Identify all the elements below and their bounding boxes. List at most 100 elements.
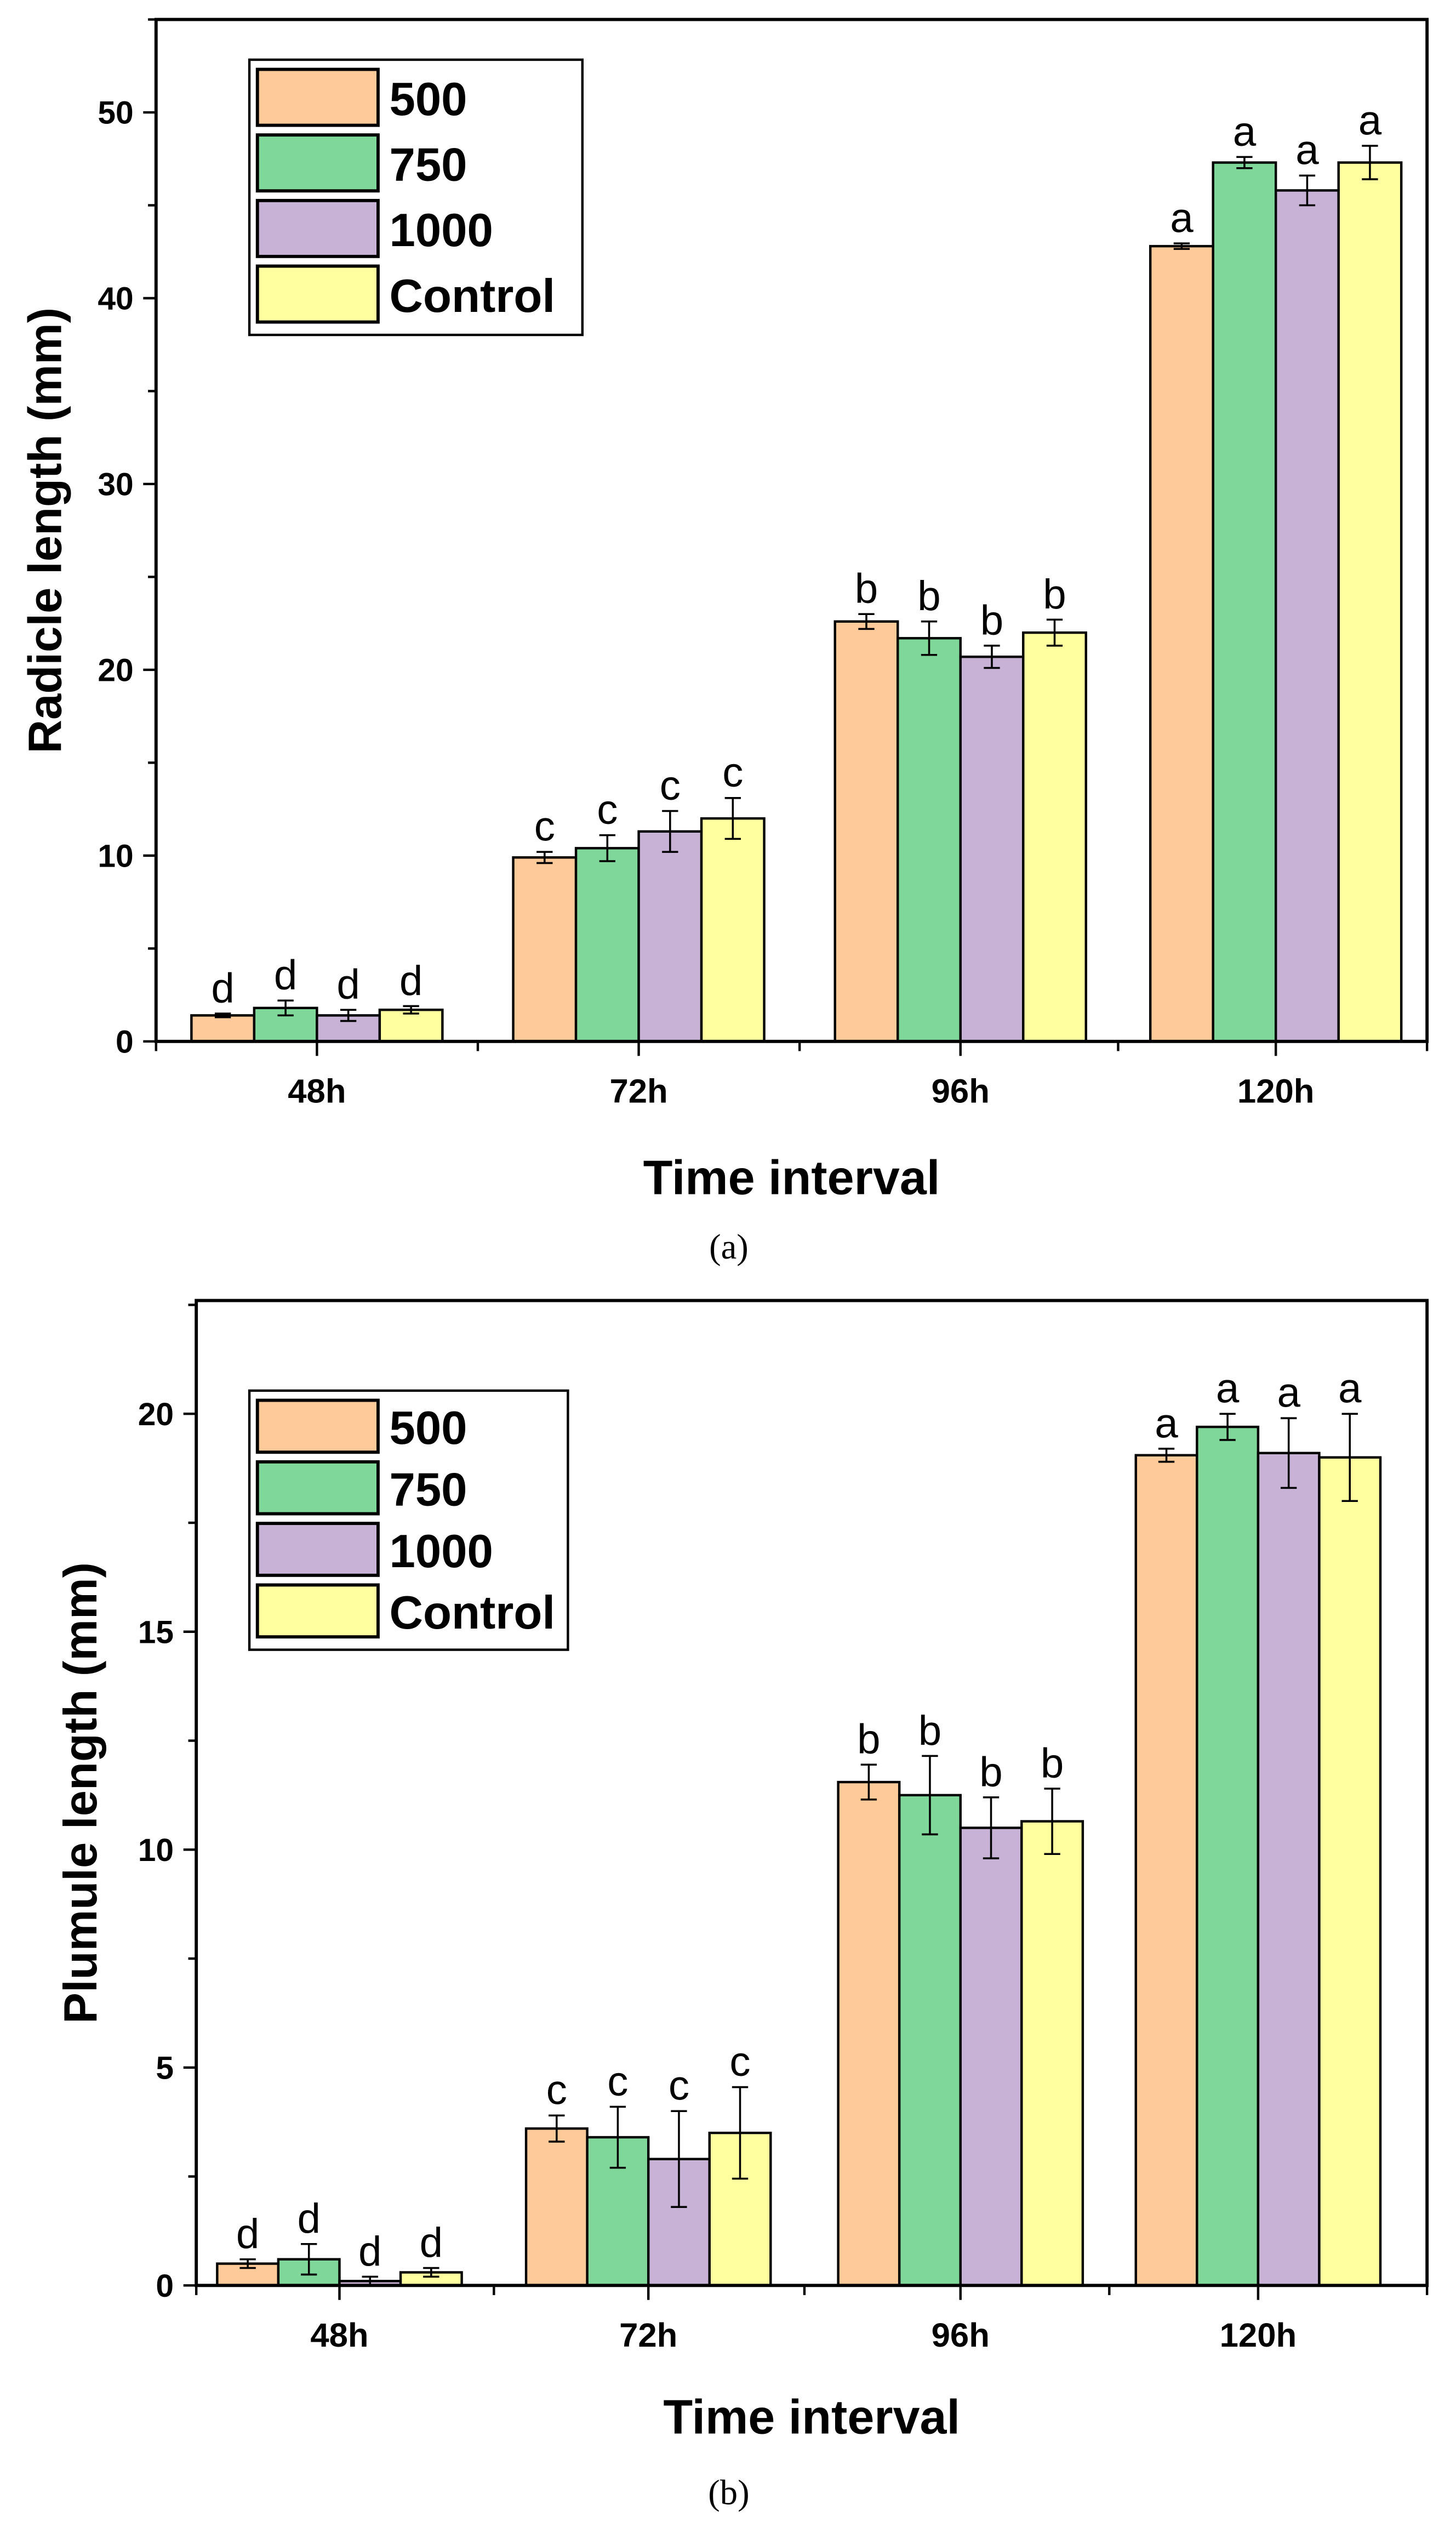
bar-Control-96h bbox=[1022, 631, 1087, 1043]
y-tick-label: 20 bbox=[98, 652, 133, 688]
significance-letter: b bbox=[1041, 1740, 1064, 1786]
y-tick-label: 30 bbox=[98, 467, 133, 503]
bar-500-96h bbox=[837, 1780, 901, 2287]
x-tick-label: 96h bbox=[932, 1072, 990, 1110]
legend: 500 750 1000 Control bbox=[248, 1389, 569, 1651]
significance-letter: b bbox=[980, 597, 1003, 644]
y-tick-label: 0 bbox=[156, 2268, 174, 2304]
error-bar bbox=[423, 2267, 439, 2278]
bar-1000-96h bbox=[959, 655, 1025, 1043]
x-tick-label: 72h bbox=[619, 2317, 677, 2354]
legend-swatch-750 bbox=[255, 1460, 380, 1516]
bar-1000-72h bbox=[637, 830, 703, 1043]
y-tick-label: 5 bbox=[156, 2050, 174, 2086]
significance-letter: c bbox=[597, 787, 618, 833]
significance-letter: d bbox=[420, 2219, 443, 2266]
legend-swatch-500 bbox=[255, 1398, 380, 1454]
significance-letter: a bbox=[1155, 1400, 1178, 1447]
y-tick-label: 10 bbox=[138, 1832, 174, 1868]
significance-letter: c bbox=[722, 749, 743, 796]
bar-750-120h bbox=[1196, 1425, 1260, 2287]
error-bar bbox=[662, 810, 678, 853]
figure-caption: (a) bbox=[709, 1227, 749, 1267]
significance-letter: b bbox=[979, 1749, 1002, 1795]
error-bar bbox=[1158, 1448, 1175, 1463]
legend-label: 1000 bbox=[389, 1526, 493, 1578]
error-bar bbox=[922, 1755, 938, 1836]
error-bar bbox=[1044, 1788, 1060, 1855]
bar-1000-120h bbox=[1257, 1452, 1321, 2287]
plot-frame bbox=[195, 1299, 1429, 2287]
plot-frame bbox=[154, 18, 1429, 1043]
legend-swatch-1000 bbox=[255, 198, 380, 258]
significance-letter: b bbox=[917, 573, 940, 619]
legend-swatch-Control bbox=[255, 1583, 380, 1639]
error-bar bbox=[732, 2086, 749, 2180]
significance-letter: c bbox=[546, 2067, 567, 2114]
bar-750-72h bbox=[574, 847, 640, 1043]
significance-letter: a bbox=[1295, 127, 1319, 174]
significance-letter: c bbox=[534, 804, 555, 850]
legend-label: Control bbox=[389, 270, 555, 322]
bar-500-96h bbox=[833, 620, 899, 1043]
legend-label: 750 bbox=[389, 139, 467, 191]
legend-label: Control bbox=[389, 1587, 555, 1639]
y-tick-label: 0 bbox=[116, 1024, 134, 1060]
y-tick-label: 10 bbox=[98, 838, 133, 874]
bar-Control-96h bbox=[1020, 1820, 1084, 2287]
legend-label: 750 bbox=[389, 1464, 467, 1516]
bar-Control-72h bbox=[700, 817, 766, 1043]
error-bar bbox=[536, 851, 553, 864]
y-axis-label: Plumule length (mm) bbox=[55, 1562, 107, 2024]
y-tick-label: 20 bbox=[138, 1397, 174, 1432]
error-bar bbox=[921, 621, 938, 656]
significance-letter: b bbox=[857, 1716, 880, 1763]
significance-letter: d bbox=[399, 958, 422, 1004]
x-tick-label: 120h bbox=[1220, 2317, 1297, 2354]
legend-swatch-1000 bbox=[255, 1522, 380, 1577]
significance-letter: a bbox=[1216, 1365, 1240, 1412]
error-bar bbox=[1362, 145, 1378, 180]
bar-1000-120h bbox=[1274, 189, 1340, 1043]
legend: 500 750 1000 Control bbox=[248, 58, 584, 337]
error-bar bbox=[1046, 618, 1063, 647]
bar-500-120h bbox=[1149, 244, 1214, 1043]
bar-750-96h bbox=[897, 637, 962, 1043]
error-bar bbox=[858, 613, 875, 630]
figure-caption: (b) bbox=[708, 2473, 749, 2513]
error-bar bbox=[599, 834, 615, 862]
chart-a: d c b a d c b a d c b a d c b a 0 10 20 30 40 50 48h 72h 96h 120h… bbox=[20, 18, 1429, 1267]
legend-swatch-Control bbox=[255, 264, 380, 324]
chart-b: d c b a d c b a d c b a d c b a 0 5 10 15 20 48h 72h 96h 120h Tim… bbox=[55, 1299, 1429, 2513]
legend-label: 1000 bbox=[389, 204, 493, 257]
bar-Control-120h bbox=[1337, 161, 1403, 1043]
bar-750-96h bbox=[898, 1794, 962, 2287]
legend-swatch-750 bbox=[255, 133, 380, 193]
x-axis-label: Time interval bbox=[643, 1151, 940, 1205]
y-axis-label: Radicle length (mm) bbox=[20, 308, 72, 754]
significance-letter: a bbox=[1277, 1370, 1300, 1416]
significance-letter: d bbox=[211, 965, 234, 1011]
bar-500-72h bbox=[524, 2127, 589, 2287]
error-bar bbox=[340, 1009, 357, 1022]
significance-letter: a bbox=[1338, 1365, 1362, 1412]
error-bar bbox=[239, 2258, 256, 2269]
significance-letter: d bbox=[297, 2195, 320, 2242]
error-bar bbox=[984, 645, 1000, 669]
significance-letter: d bbox=[274, 952, 297, 999]
error-bar bbox=[1236, 156, 1253, 169]
significance-letter: d bbox=[336, 961, 359, 1008]
error-bar bbox=[549, 2114, 565, 2143]
x-axis-label: Time interval bbox=[663, 2389, 960, 2444]
error-bar bbox=[1341, 1413, 1358, 1502]
error-bar bbox=[671, 2110, 687, 2208]
significance-letter: a bbox=[1358, 97, 1382, 144]
bar-Control-48h bbox=[378, 1009, 444, 1043]
significance-letter: d bbox=[236, 2211, 259, 2257]
error-bar bbox=[1173, 242, 1190, 250]
significance-letter: b bbox=[855, 566, 878, 612]
significance-letter: b bbox=[1043, 571, 1066, 618]
bar-1000-96h bbox=[959, 1826, 1023, 2287]
y-tick-label: 50 bbox=[98, 95, 133, 131]
